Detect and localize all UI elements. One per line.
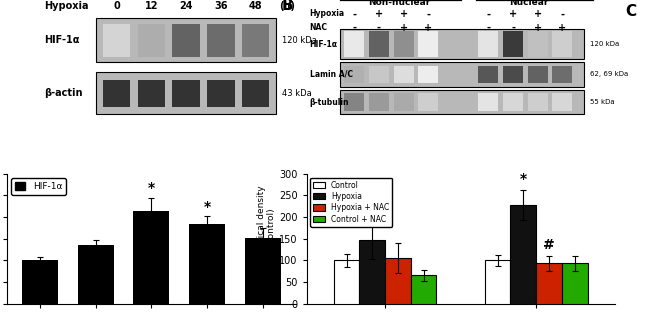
Text: Non-nuclear: Non-nuclear <box>368 0 430 7</box>
Text: (h): (h) <box>280 1 296 11</box>
Text: +: + <box>534 9 541 19</box>
Bar <box>207 24 235 57</box>
Bar <box>133 211 170 304</box>
Bar <box>528 32 548 57</box>
Text: C: C <box>625 3 636 18</box>
Bar <box>418 66 438 83</box>
Bar <box>207 80 235 106</box>
Bar <box>138 24 165 57</box>
Bar <box>333 260 359 304</box>
Bar <box>418 93 438 111</box>
Text: β-tubulin: β-tubulin <box>309 98 349 107</box>
Text: 24: 24 <box>179 1 193 11</box>
Text: HIF-1α: HIF-1α <box>309 40 337 49</box>
Bar <box>394 66 413 83</box>
Text: 120 kDa: 120 kDa <box>590 41 619 47</box>
Bar <box>344 32 364 57</box>
Text: *: * <box>520 172 527 186</box>
Bar <box>172 80 200 106</box>
Bar <box>341 62 584 87</box>
Text: -: - <box>352 23 356 33</box>
Bar <box>341 90 584 114</box>
Legend: HIF-1α: HIF-1α <box>11 178 66 194</box>
Bar <box>394 93 413 111</box>
Text: Lamin A/C: Lamin A/C <box>309 70 352 79</box>
Bar <box>478 32 499 57</box>
Bar <box>385 258 411 304</box>
Text: 43 kDa: 43 kDa <box>281 89 311 98</box>
Text: HIF-1α: HIF-1α <box>44 35 80 45</box>
Text: -: - <box>511 23 515 33</box>
Bar <box>503 93 523 111</box>
Text: #: # <box>543 238 555 252</box>
Text: 62, 69 kDa: 62, 69 kDa <box>590 71 629 78</box>
Bar <box>22 260 58 304</box>
Bar <box>552 66 573 83</box>
Bar <box>96 18 276 62</box>
Text: 12: 12 <box>144 1 158 11</box>
Y-axis label: Relative optical density
(% of control): Relative optical density (% of control) <box>257 185 276 292</box>
Text: 48: 48 <box>249 1 263 11</box>
Text: NAC: NAC <box>309 23 328 32</box>
Text: -: - <box>486 23 490 33</box>
Bar <box>503 66 523 83</box>
Bar <box>344 93 364 111</box>
Text: +: + <box>375 9 383 19</box>
Bar <box>172 24 200 57</box>
Text: Hypoxia: Hypoxia <box>309 9 344 18</box>
Bar <box>562 263 588 304</box>
Bar <box>394 32 413 57</box>
Bar <box>244 238 281 304</box>
Text: -: - <box>377 23 381 33</box>
Bar <box>503 32 523 57</box>
Bar <box>478 93 499 111</box>
Text: 55 kDa: 55 kDa <box>590 99 615 105</box>
Bar <box>96 72 276 114</box>
Text: Hypoxia: Hypoxia <box>44 1 88 11</box>
Legend: Control, Hypoxia, Hypoxia + NAC, Control + NAC: Control, Hypoxia, Hypoxia + NAC, Control… <box>310 177 392 227</box>
Bar <box>528 66 548 83</box>
Bar <box>189 223 225 304</box>
Text: +: + <box>400 9 408 19</box>
Text: -: - <box>486 9 490 19</box>
Text: +: + <box>509 9 517 19</box>
Text: β-actin: β-actin <box>44 88 83 98</box>
Bar <box>103 24 131 57</box>
Text: -: - <box>352 9 356 19</box>
Bar <box>77 245 114 304</box>
Bar <box>485 260 510 304</box>
Text: Nuclear: Nuclear <box>509 0 548 7</box>
Text: *: * <box>203 200 211 213</box>
Bar <box>359 240 385 304</box>
Text: 36: 36 <box>214 1 228 11</box>
Text: 0: 0 <box>113 1 120 11</box>
Bar <box>369 66 389 83</box>
Bar <box>103 80 131 106</box>
Bar <box>478 66 499 83</box>
Text: +: + <box>558 23 566 33</box>
Text: -: - <box>426 9 430 19</box>
Text: 120 kDa: 120 kDa <box>281 36 317 45</box>
Bar <box>242 24 270 57</box>
Bar <box>341 29 584 59</box>
Bar <box>242 80 270 106</box>
Bar <box>536 263 562 304</box>
Bar <box>369 32 389 57</box>
Bar <box>510 205 536 304</box>
Bar <box>552 93 573 111</box>
Bar <box>344 66 364 83</box>
Bar <box>411 275 436 304</box>
Text: *: * <box>148 182 155 195</box>
Text: +: + <box>534 23 541 33</box>
Bar <box>369 93 389 111</box>
Text: +: + <box>424 23 432 33</box>
Bar <box>552 32 573 57</box>
Text: B: B <box>282 0 293 13</box>
Text: +: + <box>400 23 408 33</box>
Bar <box>418 32 438 57</box>
Bar <box>138 80 165 106</box>
Text: -: - <box>560 9 564 19</box>
Bar <box>528 93 548 111</box>
